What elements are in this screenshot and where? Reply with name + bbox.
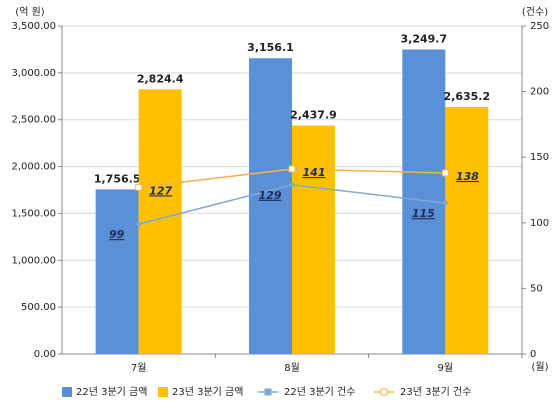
line-marker bbox=[442, 200, 449, 207]
y2-tick-label: 50 bbox=[530, 283, 543, 294]
value-label: 1,756.5 bbox=[94, 172, 141, 185]
value-label: 3,249.7 bbox=[401, 32, 448, 45]
x-tick-label: 7월 bbox=[131, 362, 147, 374]
y-axis-label: (억 원) bbox=[15, 6, 44, 18]
legend-swatch bbox=[264, 388, 272, 396]
legend-label: 23년 3분기 금액 bbox=[172, 386, 243, 398]
line-label: 99 bbox=[109, 228, 125, 241]
y-tick-label: 3,500.00 bbox=[11, 21, 56, 32]
bar bbox=[95, 189, 139, 354]
value-label: 2,635.2 bbox=[444, 90, 491, 103]
y2-axis-label: (건수) bbox=[522, 6, 548, 18]
bar bbox=[292, 125, 335, 355]
legend-swatch bbox=[380, 388, 388, 396]
line-marker bbox=[135, 183, 143, 191]
line-marker bbox=[289, 181, 295, 188]
legend-swatch bbox=[158, 387, 168, 397]
line-label: 115 bbox=[412, 207, 435, 220]
y2-tick-label: 200 bbox=[530, 87, 549, 98]
y2-tick-label: 150 bbox=[530, 152, 549, 163]
bar bbox=[445, 107, 489, 354]
line-label: 141 bbox=[303, 166, 326, 179]
y-tick-label: 2,500.00 bbox=[11, 115, 56, 126]
y-tick-label: 0.00 bbox=[34, 349, 56, 360]
y2-tick-label: 250 bbox=[530, 21, 549, 32]
x-axis-label: (월) bbox=[531, 361, 548, 373]
legend-label: 23년 3분기 건수 bbox=[400, 386, 471, 398]
y-tick-label: 500.00 bbox=[21, 302, 56, 313]
x-tick-label: 9월 bbox=[438, 362, 454, 374]
legend-label: 22년 3분기 건수 bbox=[284, 386, 355, 398]
y-tick-label: 3,000.00 bbox=[11, 68, 56, 79]
line-marker bbox=[288, 165, 296, 173]
value-label: 2,824.4 bbox=[137, 72, 184, 85]
value-label: 3,156.1 bbox=[247, 41, 294, 54]
bar bbox=[138, 89, 182, 355]
x-tick-label: 8월 bbox=[284, 362, 300, 374]
legend-label: 22년 3분기 금액 bbox=[76, 386, 147, 398]
line-label: 138 bbox=[456, 170, 479, 183]
legend-swatch bbox=[62, 387, 72, 397]
line-label: 127 bbox=[149, 184, 172, 197]
y-tick-label: 2,000.00 bbox=[11, 162, 56, 173]
line-label: 129 bbox=[259, 189, 282, 202]
y2-tick-label: 100 bbox=[530, 218, 549, 229]
y-tick-label: 1,000.00 bbox=[11, 255, 56, 266]
y-tick-label: 1,500.00 bbox=[11, 208, 56, 219]
line-marker bbox=[135, 221, 142, 228]
value-label: 2,437.9 bbox=[290, 109, 337, 122]
y2-tick-label: 0 bbox=[530, 349, 536, 360]
line-marker bbox=[441, 169, 449, 177]
bar bbox=[249, 58, 292, 355]
